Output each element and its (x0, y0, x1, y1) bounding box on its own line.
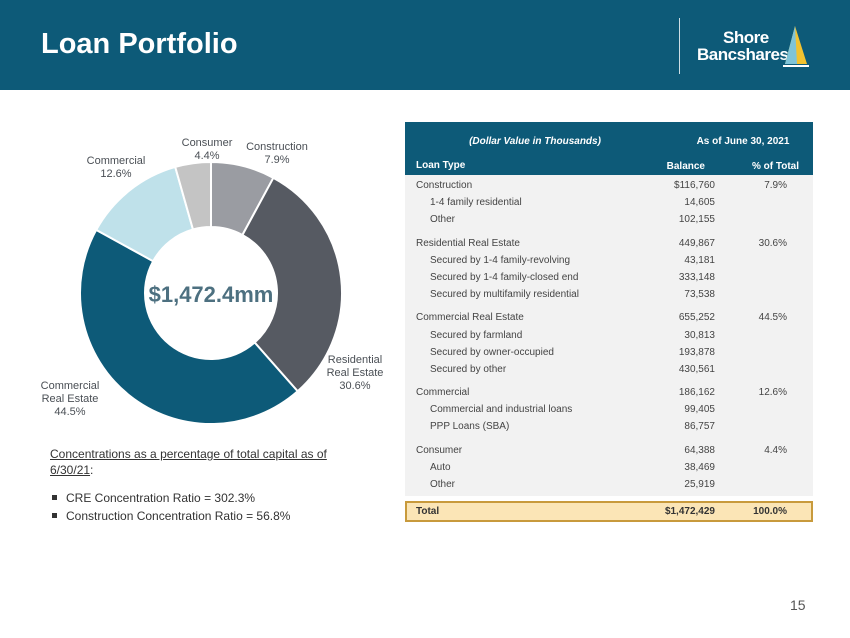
slice-label-consumer: Consumer 4.4% (181, 137, 233, 162)
logo-line2: Bancshares (697, 45, 789, 64)
table-row: Secured by owner-occupied 193,878 (405, 344, 813, 361)
total-label: Total (416, 506, 440, 518)
logo-divider (679, 18, 680, 74)
row-balance: 30,813 (684, 329, 715, 341)
donut-slice-consumer (174, 160, 212, 231)
row-balance: 102,155 (678, 214, 715, 226)
note-bullet: CRE Concentration Ratio = 302.3% (50, 490, 365, 506)
donut-slice-residential-real-estate (241, 176, 343, 393)
table-row: Secured by farmland 30,813 (405, 327, 813, 344)
bullet-square-icon (52, 513, 57, 519)
loan-donut-chart (78, 160, 343, 425)
notes-lead-text: Concentrations as a percentage of total … (50, 447, 327, 477)
header-bar: Loan Portfolio Shore Bancshares (0, 0, 850, 90)
dollar-note: (Dollar Value in Thousands) (469, 136, 601, 147)
row-label: Other (430, 479, 456, 490)
notes-lead: Concentrations as a percentage of total … (50, 447, 327, 477)
table-row: Commercial Real Estate 655,252 44.5% (405, 309, 813, 326)
row-label: Commercial (416, 387, 470, 399)
row-pct: 30.6% (758, 237, 787, 249)
row-balance: 449,867 (678, 237, 715, 249)
table-row: Secured by other 430,561 (405, 361, 813, 378)
table-row: Commercial 186,162 12.6% (405, 384, 813, 401)
table-row: Secured by 1-4 family-closed end 333,148 (405, 269, 813, 286)
row-label: Commercial and industrial loans (430, 404, 573, 416)
as-of-date: As of June 30, 2021 (696, 136, 790, 147)
row-pct: 4.4% (764, 444, 787, 456)
row-label: Residential Real Estate (416, 237, 520, 249)
donut-center-total: $1,472.4mm (148, 282, 274, 307)
row-balance: $116,760 (674, 180, 715, 191)
row-balance: 25,919 (684, 479, 715, 490)
slice-label-residential: Residential Real Estate 30.6% (326, 354, 384, 392)
slice-label-commercial-re: Commercial Real Estate 44.5% (40, 380, 100, 418)
table-row: 1-4 family residential 14,605 (405, 194, 813, 211)
table-row: Commercial and industrial loans 99,405 (405, 401, 813, 418)
note-bullet: Construction Concentration Ratio = 56.8% (50, 508, 365, 524)
row-label: Auto (430, 461, 451, 473)
row-balance: 186,162 (678, 387, 715, 399)
company-logo: Shore Bancshares (697, 28, 789, 64)
loan-table: (Dollar Value in Thousands) As of June 3… (405, 122, 813, 523)
row-label: Secured by farmland (430, 329, 523, 341)
row-balance: 38,469 (684, 461, 715, 473)
row-balance: 43,181 (684, 254, 715, 266)
row-label: Secured by other (430, 363, 507, 375)
table-row: Auto 38,469 (405, 459, 813, 476)
row-pct: 12.6% (758, 387, 787, 399)
row-label: Commercial Real Estate (416, 312, 524, 324)
row-label: Secured by 1-4 family-closed end (430, 271, 579, 283)
total-balance: $1,472,429 (664, 506, 715, 518)
row-balance: 430,561 (678, 363, 715, 375)
table-header: (Dollar Value in Thousands) As of June 3… (405, 122, 813, 175)
page-number: 15 (790, 597, 806, 613)
row-balance: 655,252 (678, 312, 715, 324)
table-row: Other 25,919 (405, 476, 813, 493)
table-row: Secured by multifamily residential 73,538 (405, 286, 813, 303)
table-row: Secured by 1-4 family-revolving 43,181 (405, 252, 813, 269)
total-pct: 100.0% (753, 506, 787, 518)
table-row: Residential Real Estate 449,867 30.6% (405, 235, 813, 252)
col-loan-type: Loan Type (416, 160, 466, 171)
slice-label-construction: Construction 7.9% (246, 141, 308, 166)
row-label: 1-4 family residential (430, 197, 522, 209)
col-pct-total: % of Total (751, 161, 799, 172)
row-balance: 73,538 (684, 289, 715, 301)
table-row: Construction $116,760 7.9% (405, 177, 813, 194)
row-label: Other (430, 214, 456, 226)
row-balance: 99,405 (684, 404, 715, 416)
row-label: Secured by 1-4 family-revolving (430, 254, 571, 266)
donut-slice-commercial-real-estate (78, 228, 300, 425)
table-row: PPP Loans (SBA) 86,757 (405, 418, 813, 435)
row-balance: 86,757 (684, 421, 715, 433)
table-total-row: Total $1,472,429 100.0% (405, 501, 813, 523)
slice-label-commercial: Commercial 12.6% (86, 155, 146, 180)
row-balance: 14,605 (684, 197, 715, 209)
row-balance: 193,878 (678, 346, 715, 358)
row-pct: 7.9% (764, 180, 787, 191)
table-row: Other 102,155 (405, 211, 813, 228)
row-label: Secured by owner-occupied (430, 346, 554, 358)
concentration-notes: Concentrations as a percentage of total … (50, 446, 365, 526)
row-balance: 64,388 (684, 444, 715, 456)
page-title: Loan Portfolio (41, 28, 238, 60)
row-balance: 333,148 (678, 271, 715, 283)
row-pct: 44.5% (758, 312, 787, 324)
table-row: Consumer 64,388 4.4% (405, 442, 813, 459)
row-label: PPP Loans (SBA) (430, 421, 510, 433)
bullet-square-icon (52, 495, 57, 501)
logo-line1: Shore (723, 28, 769, 47)
row-label: Consumer (416, 444, 463, 456)
table-body: Construction $116,760 7.9% 1-4 family resid… (405, 175, 813, 497)
sail-icon (783, 26, 809, 67)
col-balance: Balance (666, 161, 705, 172)
row-label: Secured by multifamily residential (430, 289, 579, 301)
row-label: Construction (416, 180, 473, 191)
